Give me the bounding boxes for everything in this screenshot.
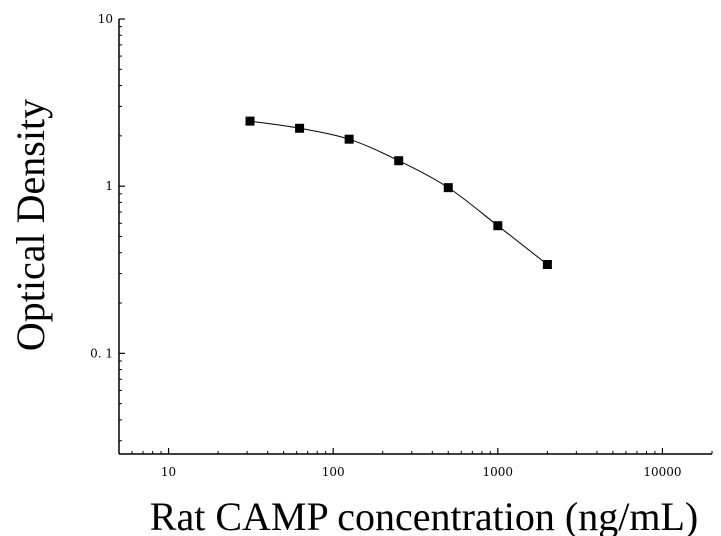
x-tick-label: 10 — [161, 465, 176, 479]
fit-curve — [249, 120, 548, 265]
y-axis-title: Optical Density — [8, 99, 53, 351]
data-point — [542, 260, 552, 270]
y-tick-label: 1 — [105, 179, 113, 193]
data-point — [394, 156, 404, 166]
x-tick-label: 1000 — [483, 465, 514, 479]
data-point — [295, 123, 305, 133]
x-tick-label: 100 — [322, 465, 345, 479]
data-point — [493, 221, 503, 231]
data-point — [245, 116, 255, 126]
data-point — [443, 183, 453, 193]
data-points — [245, 116, 552, 270]
axes — [118, 19, 712, 455]
x-axis-title: Rat CAMP concentration (ng/mL) — [150, 494, 698, 536]
fit-curve-layer — [249, 120, 548, 265]
x-tick-label: 10000 — [643, 465, 681, 479]
data-point — [344, 134, 354, 144]
y-tick-label: 0. 1 — [90, 346, 113, 360]
y-tick-label: 10 — [98, 12, 113, 26]
ticks: 10 100 1000 10000 0. 1 1 10 — [90, 12, 713, 479]
